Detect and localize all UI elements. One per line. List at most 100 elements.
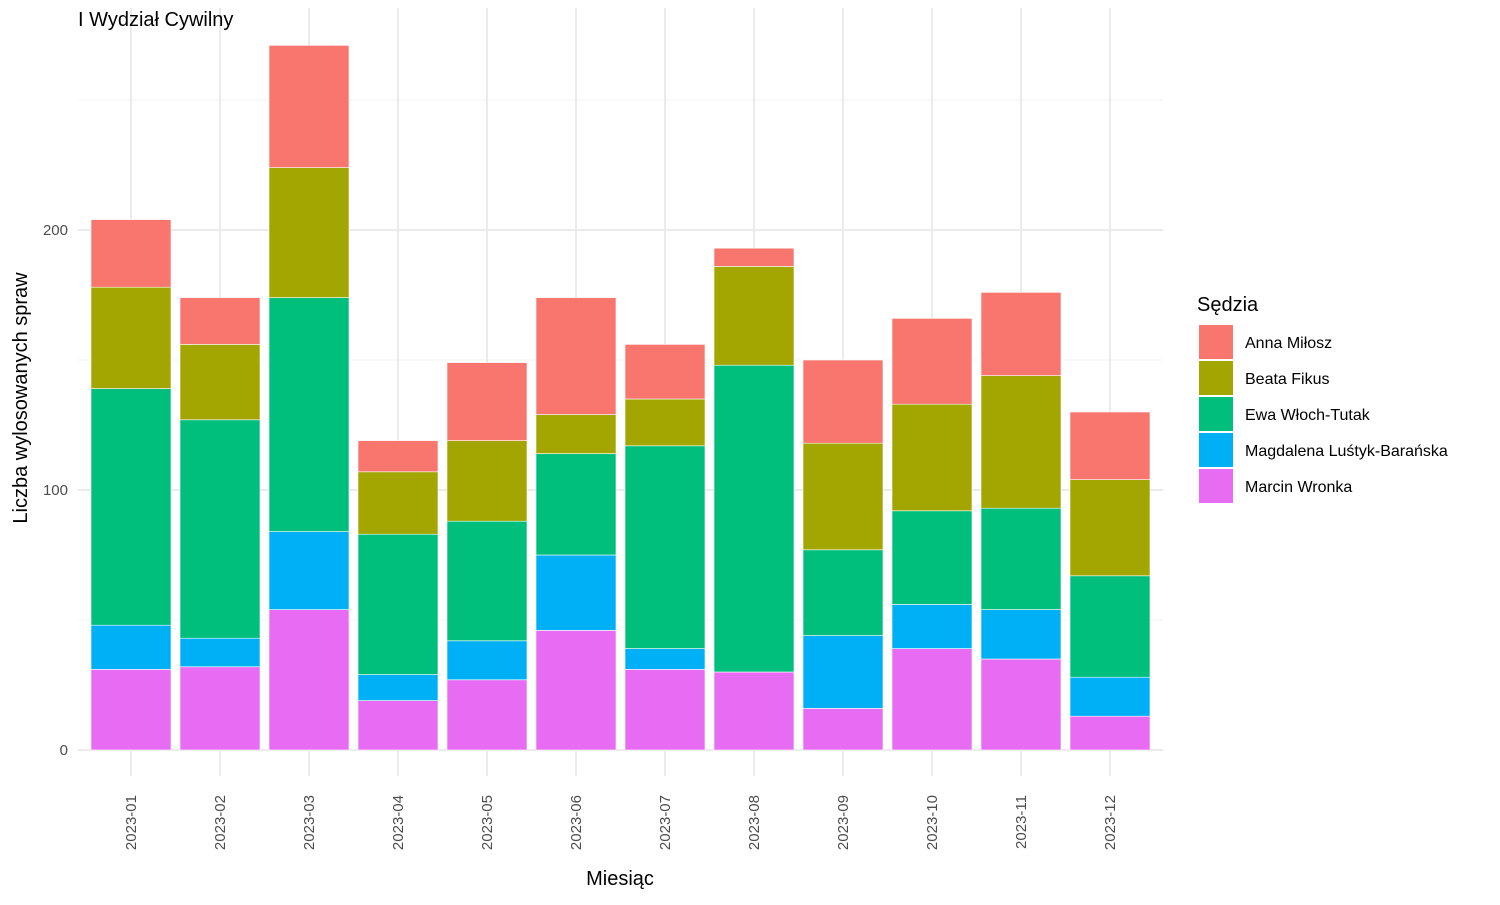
bar-anna-milosz-2023-11 <box>980 292 1062 376</box>
bar-stack-2023-06 <box>535 297 617 751</box>
bar-magdalena-lustyk-baranska-2023-04 <box>357 674 439 701</box>
bar-ewa-wloch-tutak-2023-03 <box>268 297 350 532</box>
x-tick-label: 2023-09 <box>835 795 852 850</box>
x-tick-label: 2023-05 <box>479 795 496 850</box>
bar-magdalena-lustyk-baranska-2023-10 <box>891 604 973 649</box>
x-axis-title: Miesiąc <box>586 868 654 890</box>
x-tick-label: 2023-07 <box>657 795 674 850</box>
bar-beata-fikus-2023-09 <box>802 442 884 551</box>
bar-stack-2023-11 <box>980 292 1062 751</box>
bar-beata-fikus-2023-05 <box>446 440 528 522</box>
bar-magdalena-lustyk-baranska-2023-09 <box>802 635 884 709</box>
bar-stack-2023-07 <box>624 344 706 751</box>
bar-stack-2023-02 <box>179 297 261 751</box>
legend: Sędzia Anna Miłosz Beata Fikus Ewa Włoch-T… <box>1197 294 1448 503</box>
bar-anna-milosz-2023-09 <box>802 359 884 444</box>
bar-anna-milosz-2023-03 <box>268 45 350 168</box>
bar-stack-2023-04 <box>357 440 439 751</box>
bar-ewa-wloch-tutak-2023-11 <box>980 507 1062 610</box>
legend-label: Ewa Włoch-Tutak <box>1245 407 1371 424</box>
bar-marcin-wronka-2023-01 <box>90 669 172 751</box>
y-tick-label: 200 <box>43 222 68 239</box>
bar-anna-milosz-2023-01 <box>90 219 172 288</box>
legend-swatch <box>1199 433 1233 467</box>
bar-stack-2023-05 <box>446 362 528 751</box>
legend-item-anna-milosz: Anna Miłosz <box>1199 325 1332 359</box>
bar-magdalena-lustyk-baranska-2023-03 <box>268 531 350 610</box>
legend-swatch <box>1199 325 1233 359</box>
bar-magdalena-lustyk-baranska-2023-05 <box>446 640 528 681</box>
bar-magdalena-lustyk-baranska-2023-06 <box>535 554 617 631</box>
bar-magdalena-lustyk-baranska-2023-07 <box>624 648 706 670</box>
bar-magdalena-lustyk-baranska-2023-11 <box>980 609 1062 660</box>
legend-item-marcin-wronka: Marcin Wronka <box>1199 469 1352 503</box>
bar-ewa-wloch-tutak-2023-12 <box>1069 575 1151 678</box>
bar-beata-fikus-2023-02 <box>179 344 261 421</box>
legend-label: Anna Miłosz <box>1245 335 1332 352</box>
bar-ewa-wloch-tutak-2023-05 <box>446 520 528 642</box>
bar-anna-milosz-2023-12 <box>1069 411 1151 480</box>
bar-anna-milosz-2023-05 <box>446 362 528 441</box>
bar-marcin-wronka-2023-12 <box>1069 715 1151 751</box>
bar-ewa-wloch-tutak-2023-09 <box>802 549 884 636</box>
bar-anna-milosz-2023-02 <box>179 297 261 345</box>
bar-ewa-wloch-tutak-2023-08 <box>713 364 795 673</box>
bar-beata-fikus-2023-04 <box>357 471 439 535</box>
legend-label: Marcin Wronka <box>1245 479 1352 496</box>
legend-swatch <box>1199 397 1233 431</box>
x-tick-label: 2023-04 <box>390 795 407 850</box>
bar-magdalena-lustyk-baranska-2023-02 <box>179 637 261 668</box>
bar-beata-fikus-2023-11 <box>980 375 1062 509</box>
bar-marcin-wronka-2023-10 <box>891 648 973 751</box>
bars-layer <box>90 45 1151 751</box>
legend-title: Sędzia <box>1197 294 1259 316</box>
y-axis-title: Liczba wylosowanych spraw <box>10 272 32 524</box>
bar-beata-fikus-2023-07 <box>624 398 706 447</box>
bar-stack-2023-10 <box>891 318 973 751</box>
y-tick-label: 100 <box>43 482 68 499</box>
legend-item-ewa-wloch-tutak: Ewa Włoch-Tutak <box>1199 397 1371 431</box>
bar-marcin-wronka-2023-08 <box>713 671 795 751</box>
chart-title: I Wydział Cywilny <box>78 9 233 31</box>
bar-beata-fikus-2023-08 <box>713 266 795 366</box>
legend-swatch <box>1199 469 1233 503</box>
bar-anna-milosz-2023-06 <box>535 297 617 415</box>
bar-ewa-wloch-tutak-2023-10 <box>891 510 973 605</box>
x-tick-label: 2023-02 <box>212 795 229 850</box>
bar-marcin-wronka-2023-09 <box>802 708 884 751</box>
bar-magdalena-lustyk-baranska-2023-12 <box>1069 676 1151 717</box>
bar-marcin-wronka-2023-05 <box>446 679 528 751</box>
bar-ewa-wloch-tutak-2023-04 <box>357 533 439 675</box>
x-tick-label: 2023-10 <box>924 795 941 850</box>
legend-label: Magdalena Luśtyk-Barańska <box>1245 443 1448 460</box>
legend-swatch <box>1199 361 1233 395</box>
bar-stack-2023-12 <box>1069 411 1151 751</box>
bar-beata-fikus-2023-01 <box>90 286 172 389</box>
legend-items: Anna Miłosz Beata Fikus Ewa Włoch-Tutak Mag… <box>1199 325 1448 503</box>
x-tick-label: 2023-03 <box>301 795 318 850</box>
bar-anna-milosz-2023-04 <box>357 440 439 473</box>
legend-item-magdalena-lustyk-baranska: Magdalena Luśtyk-Barańska <box>1199 433 1448 467</box>
x-tick-label: 2023-11 <box>1013 795 1030 849</box>
bar-anna-milosz-2023-07 <box>624 344 706 400</box>
bar-marcin-wronka-2023-06 <box>535 630 617 751</box>
bar-marcin-wronka-2023-02 <box>179 666 261 751</box>
bar-magdalena-lustyk-baranska-2023-01 <box>90 624 172 670</box>
bar-ewa-wloch-tutak-2023-02 <box>179 419 261 639</box>
y-tick-label: 0 <box>60 742 68 759</box>
bar-ewa-wloch-tutak-2023-06 <box>535 453 617 556</box>
bar-beata-fikus-2023-03 <box>268 167 350 298</box>
bar-marcin-wronka-2023-11 <box>980 658 1062 751</box>
bar-ewa-wloch-tutak-2023-01 <box>90 388 172 626</box>
x-tick-label: 2023-06 <box>568 795 585 850</box>
y-axis-ticks: 0 100 200 <box>43 222 68 759</box>
bar-marcin-wronka-2023-03 <box>268 609 350 751</box>
bar-marcin-wronka-2023-07 <box>624 669 706 751</box>
bar-stack-2023-03 <box>268 45 350 751</box>
x-tick-label: 2023-12 <box>1102 795 1119 850</box>
bar-ewa-wloch-tutak-2023-07 <box>624 445 706 649</box>
bar-beata-fikus-2023-06 <box>535 414 617 454</box>
x-tick-label: 2023-08 <box>746 795 763 850</box>
bar-anna-milosz-2023-08 <box>713 247 795 267</box>
